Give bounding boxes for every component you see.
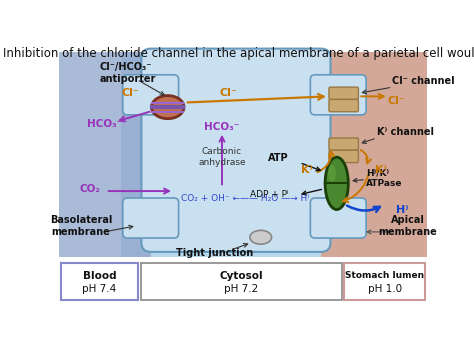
Text: Cl⁻: Cl⁻ <box>388 96 405 106</box>
Text: K⁾: K⁾ <box>375 165 387 175</box>
Text: Carbonic
anhydrase: Carbonic anhydrase <box>198 147 246 167</box>
Text: Tight junction: Tight junction <box>176 248 253 258</box>
FancyBboxPatch shape <box>123 198 179 238</box>
Text: Apical
membrane: Apical membrane <box>379 215 438 237</box>
FancyBboxPatch shape <box>310 75 366 115</box>
Text: K⁾ channel: K⁾ channel <box>377 127 434 137</box>
Text: Blood: Blood <box>83 271 116 281</box>
FancyBboxPatch shape <box>329 150 358 163</box>
Ellipse shape <box>328 165 336 182</box>
Text: Cytosol: Cytosol <box>219 271 263 281</box>
Text: Cl⁻ channel: Cl⁻ channel <box>392 76 455 86</box>
Ellipse shape <box>325 157 348 210</box>
Bar <box>59 52 151 256</box>
Text: Cl⁻: Cl⁻ <box>122 88 139 98</box>
Ellipse shape <box>152 95 184 119</box>
Text: CO₂ + OH⁻ ←—— H₂O —→ H⁾: CO₂ + OH⁻ ←—— H₂O —→ H⁾ <box>181 194 310 203</box>
Bar <box>141 264 342 300</box>
Bar <box>321 52 427 256</box>
Text: ATP: ATP <box>268 153 289 163</box>
Text: K⁾: K⁾ <box>301 165 313 175</box>
Bar <box>345 264 425 300</box>
Ellipse shape <box>250 230 272 244</box>
Text: H⁾/K⁾
ATPase: H⁾/K⁾ ATPase <box>366 168 402 188</box>
Text: HCO₃⁻: HCO₃⁻ <box>87 119 122 129</box>
Bar <box>151 52 321 256</box>
Bar <box>237 232 251 243</box>
FancyBboxPatch shape <box>329 138 358 150</box>
Text: CO₂: CO₂ <box>80 184 100 194</box>
FancyBboxPatch shape <box>123 75 179 115</box>
Text: Cl⁻/HCO₃⁻
antiporter: Cl⁻/HCO₃⁻ antiporter <box>100 62 156 84</box>
Text: pH 7.4: pH 7.4 <box>82 284 117 294</box>
Text: Basolateral
membrane: Basolateral membrane <box>50 215 112 237</box>
Text: ADP + Pᴵ: ADP + Pᴵ <box>250 190 289 199</box>
Text: pH 7.2: pH 7.2 <box>224 284 258 294</box>
Text: Inhibition of the chloride channel in the apical membrane of a parietal cell wou: Inhibition of the chloride channel in th… <box>3 47 474 60</box>
FancyBboxPatch shape <box>310 198 366 238</box>
Text: Cl⁻: Cl⁻ <box>219 88 237 98</box>
Bar <box>61 264 138 300</box>
Text: H⁾: H⁾ <box>396 205 409 215</box>
FancyBboxPatch shape <box>329 87 358 100</box>
Text: pH 1.0: pH 1.0 <box>368 284 402 294</box>
Text: HCO₃⁻: HCO₃⁻ <box>204 122 240 132</box>
Text: Stomach lumen: Stomach lumen <box>345 271 424 280</box>
FancyBboxPatch shape <box>141 49 330 252</box>
FancyBboxPatch shape <box>329 100 358 112</box>
Bar <box>121 52 151 256</box>
